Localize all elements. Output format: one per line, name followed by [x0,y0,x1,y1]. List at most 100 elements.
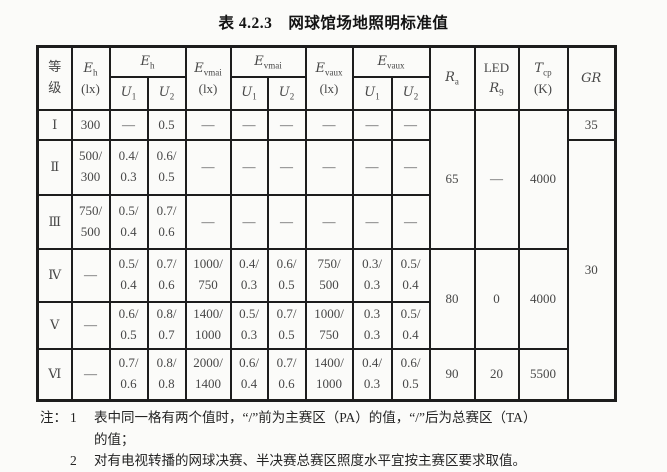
col-header-evmai-u1: U1 [229,75,269,111]
page-title: 表 4.2.3 网球馆场地照明标准值 [218,15,449,32]
col-header-tcp: Tcp (K) [517,45,569,111]
cell-evaux: 1000/ 750 [304,300,354,350]
col-header-eh-u2: U2 [146,75,187,111]
cell-evaux: 1400/ 1000 [304,347,354,402]
cell-eh-u2: 0.5 [146,108,187,141]
cell-evmai-u2: — [266,108,307,141]
header-row-1: 等 级 Eh (lx) Eh Evmai (lx) Evmai Evaux (l… [36,45,617,111]
footnote-text: 对有电视转播的网球决赛、半决赛总赛区照度水平宜按主赛区要求取值。 [94,453,526,469]
table-row-grade-3: Ⅲ 750/ 500 0.5/ 0.4 0.7/ 0.6 — — — — — — [36,193,616,250]
col-header-eh-lx: Eh (lx) [70,45,111,111]
table-row-grade-2: Ⅱ 500/ 300 0.4/ 0.3 0.6/ 0.5 — — — — — —… [36,138,617,402]
cell-eh-u1: 0.6/ 0.5 [108,300,149,350]
col-header-gr: GR [566,45,617,111]
cell-led-r9-6: 20 [473,347,520,402]
cell-evmai: — [184,138,232,196]
cell-evmai-u1: 0.6/ 0.4 [229,347,269,402]
cell-grade: Ⅰ [36,108,73,141]
cell-grade: Ⅵ [36,347,73,402]
col-header-grade: 等 级 [36,45,73,111]
col-header-evmai-lx: Evmai (lx) [184,45,232,111]
cell-evaux-u1: — [351,108,393,141]
cell-evmai: — [184,108,232,141]
cell-evaux: — [304,138,354,196]
col-header-eh-u1: U1 [108,75,149,111]
cell-evmai: 2000/ 1400 [184,347,232,402]
cell-grade: Ⅱ [36,138,73,196]
footnote-text: 表中同一格有两个值时，“/”前为主赛区（PA）的值，“/”后为总赛区（TA） 的… [94,410,537,447]
cell-eh: 750/ 500 [70,193,111,250]
cell-grade: Ⅲ [36,193,73,250]
cell-evmai: 1000/ 750 [184,247,232,303]
col-header-ra: Ra [428,45,476,111]
cell-evaux-u1: — [351,193,393,250]
cell-evaux: — [304,193,354,250]
cell-evmai-u2: — [266,193,307,250]
cell-evmai: — [184,193,232,250]
cell-evmai-u1: — [229,108,269,141]
cell-evaux-u2: — [390,193,431,250]
cell-evmai-u1: — [229,138,269,196]
cell-evaux-u1: 0.4/ 0.3 [351,347,393,402]
footnote-label: 注： [40,410,67,425]
footnotes: 注： 1 表中同一格有两个值时，“/”前为主赛区（PA）的值，“/”后为总赛区（… [40,407,655,472]
header-row-2: U1 U2 U1 U2 U1 U2 [38,75,616,111]
cell-gr-1: 35 [566,108,617,141]
cell-evmai: 1400/ 1000 [184,300,232,350]
cell-evmai-u1: 0.4/ 0.3 [229,247,269,303]
table-row-grade-4: Ⅳ — 0.5/ 0.4 0.7/ 0.6 1000/ 750 0.4/ 0.3… [36,247,616,350]
cell-ra-merged-2: 80 [428,247,476,350]
cell-evaux-u2: — [390,138,431,196]
cell-eh: — [70,300,111,350]
cell-eh: — [70,247,111,303]
cell-tcp-6: 5500 [517,347,569,402]
cell-eh-u1: 0.5/ 0.4 [108,193,149,250]
col-header-evaux-lx: Evaux (lx) [304,45,354,111]
cell-evaux-u2: 0.5/ 0.4 [390,247,431,303]
col-header-evaux-group: Evaux [351,45,431,78]
cell-eh-u2: 0.8/ 0.8 [146,347,187,402]
cell-eh: 300 [70,108,111,141]
cell-evmai-u1: — [229,193,269,250]
col-header-led-r9: LED R9 [473,45,520,111]
cell-evaux-u1: 0.3 0.3 [351,300,393,350]
cell-evaux-u2: — [390,108,431,141]
cell-evaux: 750/ 500 [304,247,354,303]
col-header-evaux-u2: U2 [390,75,431,111]
cell-evmai-u2: 0.7/ 0.5 [266,300,307,350]
col-header-evmai-u2: U2 [266,75,307,111]
cell-evaux-u2: 0.5/ 0.4 [390,300,431,350]
cell-evmai-u2: — [266,138,307,196]
cell-eh-u1: 0.4/ 0.3 [108,138,149,196]
cell-evaux-u1: — [351,138,393,196]
table-row-grade-1: Ⅰ 300 — 0.5 — — — — — — 65 — 4000 35 [36,108,617,250]
footnote-label-spacer [40,450,70,472]
cell-eh-u1: 0.5/ 0.4 [108,247,149,303]
cell-eh-u1: — [108,108,149,141]
cell-evmai-u2: 0.7/ 0.6 [266,347,307,402]
cell-eh-u2: 0.7/ 0.6 [146,247,187,303]
cell-tcp-merged-2: 4000 [517,247,569,350]
footnote-number: 1 [70,410,77,425]
cell-led-r9-merged-2: 0 [473,247,520,350]
col-header-eh-group: Eh [108,45,187,78]
footnote-2: 2 对有电视转播的网球决赛、半决赛总赛区照度水平宜按主赛区要求取值。 [40,450,655,472]
cell-eh: 500/ 300 [70,138,111,196]
cell-grade: Ⅳ [36,247,73,303]
cell-ra-merged-1: 65 [428,108,476,250]
cell-ra-6: 90 [428,347,476,402]
cell-led-r9-merged-1: — [473,108,520,250]
cell-evaux-u2: 0.6/ 0.5 [390,347,431,402]
table-row-grade-5: Ⅴ — 0.6/ 0.5 0.8/ 0.7 1400/ 1000 0.5/ 0.… [36,300,616,350]
cell-evmai-u1: 0.5/ 0.3 [229,300,269,350]
cell-evmai-u2: 0.6/ 0.5 [266,247,307,303]
footnote-number: 2 [70,453,77,469]
cell-eh-u2: 0.7/ 0.6 [146,193,187,250]
cell-eh-u2: 0.6/ 0.5 [146,138,187,196]
col-header-evmai-group: Evmai [229,45,307,78]
footnote-1: 注： 1 表中同一格有两个值时，“/”前为主赛区（PA）的值，“/”后为总赛区（… [40,407,655,450]
cell-eh-u1: 0.7/ 0.6 [108,347,149,402]
cell-evaux: — [304,108,354,141]
cell-eh: — [70,347,111,402]
cell-eh-u2: 0.8/ 0.7 [146,300,187,350]
